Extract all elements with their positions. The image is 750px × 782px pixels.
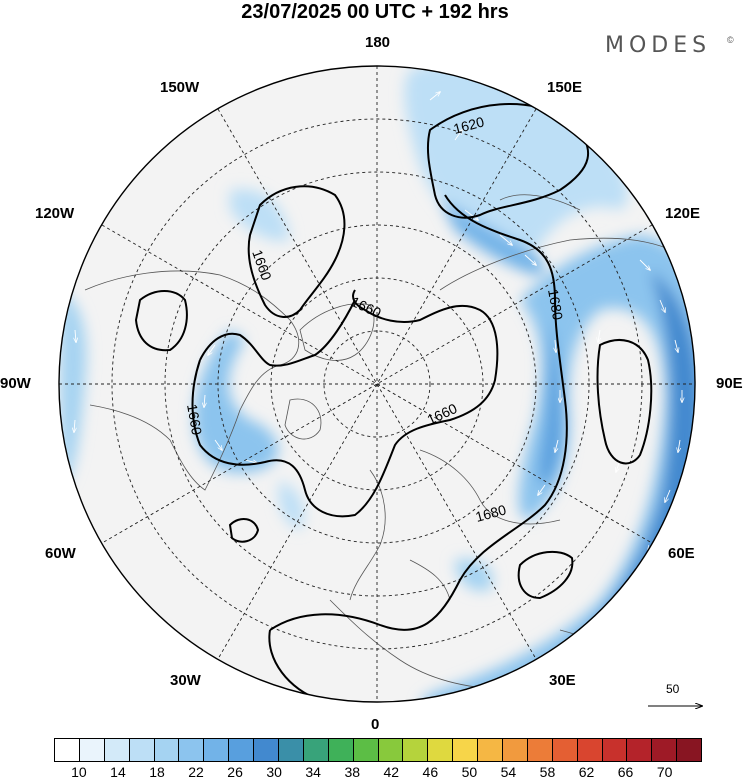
colorbar-swatch	[403, 739, 429, 761]
colorbar-label: 54	[500, 764, 517, 780]
colorbar-swatch	[104, 739, 130, 761]
colorbar-swatch	[303, 739, 329, 761]
colorbar-swatch	[503, 739, 528, 761]
colorbar-swatch	[453, 739, 479, 761]
colorbar-swatch	[552, 739, 578, 761]
lon-label-120e: 120E	[665, 205, 701, 222]
colorbar-swatch	[627, 739, 653, 761]
colorbar-swatch	[428, 739, 454, 761]
lon-label-90e: 90E	[716, 375, 743, 392]
colorbar-swatch	[79, 739, 105, 761]
colorbar-swatch	[254, 739, 280, 761]
contour-label-1620: 1620	[452, 113, 486, 137]
colorbar-swatch	[154, 739, 180, 761]
lon-label-120w: 120W	[35, 205, 75, 222]
colorbar-label: 62	[578, 764, 595, 780]
lon-label-150e: 150E	[547, 79, 583, 96]
colorbar-label: 70	[656, 764, 673, 780]
colorbar-swatch	[478, 739, 504, 761]
colorbar-swatch	[577, 739, 603, 761]
height-contours	[134, 103, 653, 702]
colorbar-label: 58	[539, 764, 556, 780]
contour-label-1680-east: 1680	[545, 288, 566, 322]
colorbar-swatch	[652, 739, 678, 761]
graticule	[59, 66, 695, 702]
colorbar-swatch	[279, 739, 304, 761]
wind-scale-value: 50	[666, 682, 680, 696]
colorbar-swatch	[55, 739, 80, 761]
colorbar-swatch	[129, 739, 155, 761]
lon-label-150w: 150W	[160, 79, 200, 96]
copyright-mark: ©	[727, 35, 734, 45]
contour-label-1680-south: 1680	[474, 501, 508, 525]
colorbar-label: 14	[110, 764, 126, 780]
colorbar-label: 50	[461, 764, 478, 780]
lon-label-60w: 60W	[45, 545, 76, 562]
colorbar-swatch	[229, 739, 255, 761]
colorbar-label: 26	[227, 764, 243, 780]
colorbar-label: 22	[188, 764, 204, 780]
colorbar-label: 30	[266, 764, 282, 780]
colorbar-swatch	[204, 739, 230, 761]
colorbar-label: 10	[71, 764, 87, 780]
colorbar-swatch	[378, 739, 404, 761]
colorbar-label: 34	[305, 764, 321, 780]
lon-label-30w: 30W	[170, 672, 201, 689]
lon-label-180: 180	[365, 34, 391, 51]
colorbar-swatch	[353, 739, 379, 761]
map-disk	[59, 66, 695, 702]
colorbar-label: 42	[383, 764, 400, 780]
contour-label-1660-atlantic: 1660	[184, 403, 205, 437]
lon-label-0: 0	[371, 716, 380, 733]
lon-label-60e: 60E	[668, 545, 695, 562]
colorbar-label: 18	[149, 764, 165, 780]
colorbar-label: 46	[422, 764, 439, 780]
colorbar-swatch	[602, 739, 628, 761]
modes-logo: MODES	[605, 33, 712, 58]
colorbar-swatch	[179, 739, 205, 761]
map-boundary	[58, 65, 696, 703]
lon-label-90w: 90W	[0, 375, 31, 392]
colorbar	[54, 738, 702, 762]
colorbar-swatch	[527, 739, 553, 761]
colorbar-swatch	[677, 739, 702, 761]
colorbar-labels: 10 14 18 22 26 30 34 38 42 46 50 54 58 62 66 70	[0, 764, 750, 782]
colorbar-swatch	[328, 739, 354, 761]
colorbar-label: 66	[617, 764, 634, 780]
map-title: 23/07/2025 00 UTC + 192 hrs	[241, 1, 509, 23]
colorbar-label: 38	[344, 764, 361, 780]
lon-label-30e: 30E	[549, 672, 576, 689]
